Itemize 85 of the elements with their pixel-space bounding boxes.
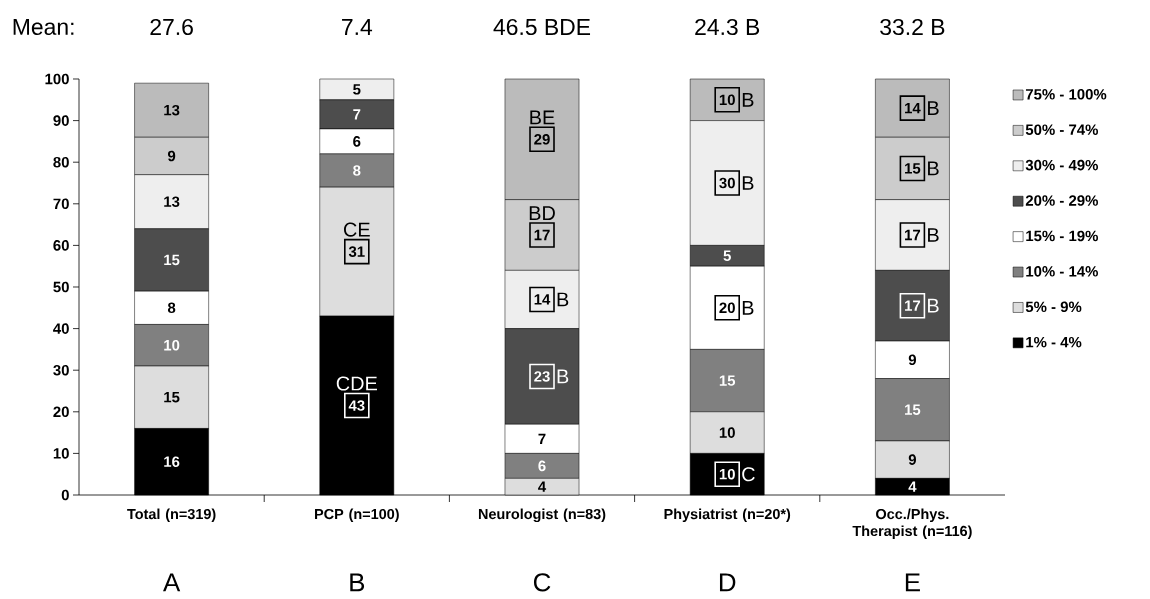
data-label: 14	[905, 102, 921, 114]
annotation: B	[557, 369, 569, 384]
data-label: 8	[353, 165, 361, 176]
data-label: 13	[164, 196, 180, 208]
data-label: 30	[719, 177, 735, 189]
annotation: B	[557, 292, 569, 307]
y-tick-label: 10	[53, 448, 69, 459]
data-label: 6	[353, 136, 361, 147]
y-tick-label: 0	[61, 489, 69, 501]
data-label: 9	[908, 354, 916, 366]
data-label: 7	[353, 109, 361, 120]
y-tick-label: 90	[53, 115, 69, 126]
data-label: 6	[538, 460, 546, 472]
annotation: CE	[343, 222, 370, 237]
data-label: 31	[348, 246, 365, 257]
data-label: 17	[534, 229, 550, 241]
data-label: 23	[534, 371, 550, 382]
y-tick-label: 30	[53, 364, 69, 376]
data-label: 5	[353, 84, 361, 95]
text: 46.5 BDE	[493, 18, 591, 36]
data-label: 17	[905, 229, 921, 241]
annotation: B	[928, 161, 939, 176]
data-label: 15	[905, 163, 921, 174]
data-label: 20	[719, 302, 735, 314]
text: 24.3 B	[695, 18, 760, 36]
y-tick-label: 60	[53, 240, 69, 251]
data-label: 5	[723, 250, 731, 261]
text: Mean:	[13, 19, 74, 35]
data-label: 16	[164, 456, 180, 467]
data-label: 15	[164, 392, 180, 403]
annotation: B	[928, 298, 939, 313]
annotation: B	[928, 228, 939, 242]
annotation: B	[928, 101, 939, 115]
data-label: 4	[908, 481, 917, 492]
text: C	[533, 573, 551, 592]
legend-label: 30% - 49%	[1025, 159, 1098, 171]
data-label: 17	[905, 300, 921, 311]
annotation: C	[742, 467, 755, 482]
data-label: 15	[905, 404, 921, 415]
data-label: 10	[164, 339, 180, 351]
y-tick-label: 20	[53, 406, 69, 418]
annotation: B	[742, 300, 754, 315]
data-label: 10	[719, 468, 735, 480]
x-tick-label: Occ./Phys. Therapist (n=116)	[852, 508, 972, 539]
annotation: BD	[529, 206, 555, 220]
x-tick-label: Physiatrist (n=20*)	[664, 508, 791, 522]
y-tick-label: 70	[53, 198, 69, 210]
data-label: 8	[167, 302, 176, 314]
data-label: 29	[534, 134, 550, 145]
data-label: 10	[719, 427, 735, 438]
legend-label: 10% - 14%	[1026, 266, 1098, 277]
y-tick-label: 100	[45, 73, 69, 85]
x-tick-label: Neurologist (n=83)	[478, 508, 606, 523]
legend-label: 15% - 19%	[1026, 230, 1098, 242]
legend-label: 20% - 29%	[1025, 195, 1098, 206]
x-tick-label: Total (n=319)	[127, 508, 216, 522]
legend-label: 75% - 100%	[1025, 89, 1107, 100]
text: E	[905, 573, 920, 592]
data-label: 10	[719, 94, 735, 106]
data-label: 15	[164, 254, 180, 266]
text: A	[163, 573, 181, 592]
annotation: B	[742, 176, 754, 190]
legend-label: 1% - 4%	[1026, 336, 1082, 348]
text: B	[350, 573, 365, 592]
legend-label: 50% - 74%	[1025, 124, 1098, 135]
data-label: 15	[719, 375, 736, 386]
data-label: 9	[908, 454, 916, 465]
annotation: BE	[530, 110, 555, 125]
text: D	[719, 573, 736, 592]
data-label: 13	[164, 104, 180, 116]
data-label: 4	[538, 481, 547, 492]
annotation: CDE	[336, 376, 377, 391]
data-label: 7	[538, 433, 546, 444]
y-tick-label: 40	[53, 323, 69, 334]
data-label: 14	[534, 294, 551, 305]
text: 7.4	[342, 19, 373, 35]
y-tick-label: 50	[53, 281, 69, 293]
y-tick-label: 80	[53, 156, 69, 168]
legend-label: 5% - 9%	[1025, 301, 1082, 313]
data-label: 43	[348, 400, 365, 411]
text: 33.2 B	[880, 18, 945, 36]
x-tick-label: PCP (n=100)	[315, 508, 399, 522]
annotation: B	[742, 92, 754, 107]
data-label: 9	[167, 150, 176, 162]
text: 27.6	[150, 18, 193, 36]
